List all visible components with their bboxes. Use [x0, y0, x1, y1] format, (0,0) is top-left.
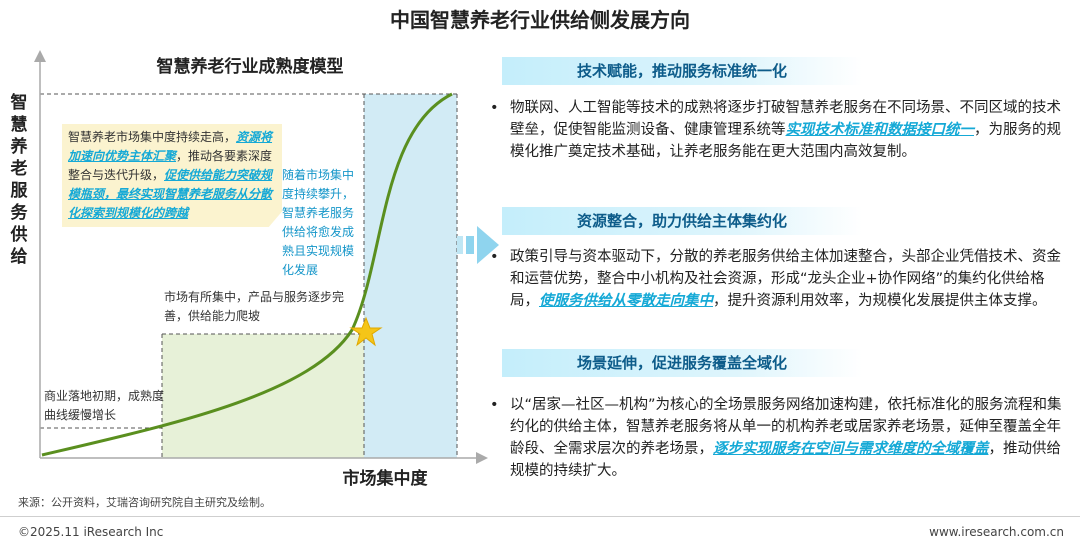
bullet-icon: •	[490, 397, 499, 413]
section-highlight: 使服务供给从零散走向集中	[539, 293, 713, 309]
section-text: ，为服务的规模化推广奠定技术基础，让养老服务能在更大范围内高效复制。	[510, 122, 1061, 160]
callout-highlight: 资源将加速向优势主体汇聚	[68, 130, 273, 163]
section-text: ，推动供给规模的持续扩大。	[510, 441, 1061, 479]
callout-highlight: 促使供给能力突破规模瓶颈，最终实现智慧养老服务从分散化探索到规模化的跨越	[68, 168, 273, 220]
section-highlight: 实现技术标准和数据接口统一	[785, 122, 975, 138]
guide-lines	[40, 93, 458, 458]
section-text: 物联网、人工智能等技术的成熟将逐步打破智慧养老服务在不同场景、不同区域的技术壁垒…	[510, 100, 1061, 138]
page-title: 中国智慧养老行业供给侧发展方向	[390, 8, 690, 32]
section-highlight: 逐步实现服务在空间与需求维度的全域覆盖	[713, 441, 989, 457]
section-text: 以“居家—社区—机构”为核心的全场景服务网络加速构建，依托标准化的服务流程和集约…	[510, 397, 1062, 457]
star-icon	[349, 316, 383, 347]
mature-zone	[364, 94, 457, 458]
footer-divider	[0, 516, 1080, 517]
source-note: 来源：公开资料，艾瑞咨询研究院自主研究及绘制。	[18, 496, 271, 509]
bullet-icon: •	[490, 249, 499, 265]
callout-early: 商业落地初期，成熟度曲线缓慢增长	[44, 389, 165, 422]
section-text: 政策引导与资本驱动下，分散的养老服务供给主体加速整合，头部企业凭借技术、资金和运…	[510, 249, 1061, 309]
callout-growth: 市场有所集中，产品与服务逐步完善，供给能力爬坡	[164, 290, 345, 323]
section-heading-resource: 资源整合，助力供给主体集约化	[502, 207, 862, 235]
y-axis-arrow	[34, 50, 46, 62]
section-text: ，提升资源利用效率，为规模化发展提供主体支撑。	[713, 293, 1047, 309]
bullet-icon: •	[490, 100, 499, 116]
maturity-curve	[41, 92, 453, 457]
x-axis-arrow	[476, 452, 488, 464]
callout-scale: 随着市场集中度持续攀升，智慧养老服务供给将愈发成熟且实现规模化发展	[282, 168, 355, 277]
copyright: ©2025.11 iResearch Inc	[18, 525, 164, 539]
x-axis-label: 市场集中度	[342, 469, 428, 489]
section-body-resource: • 政策引导与资本驱动下，分散的养老服务供给主体加速整合，头部企业凭借技术、资金…	[490, 246, 1066, 312]
website-link[interactable]: www.iresearch.com.cn	[929, 525, 1064, 539]
section-heading-scene: 场景延伸，促进服务覆盖全域化	[502, 349, 862, 377]
chart-title: 智慧养老行业成熟度模型	[156, 57, 344, 77]
maturity-chart	[34, 50, 488, 464]
callout-text: 智慧养老市场集中度持续走高，	[68, 130, 237, 144]
section-body-tech: • 物联网、人工智能等技术的成熟将逐步打破智慧养老服务在不同场景、不同区域的技术…	[490, 97, 1066, 163]
arrow-right-icon	[457, 226, 499, 264]
callout-maturity: 智慧养老市场集中度持续走高，资源将加速向优势主体汇聚，推动各要素深度整合与迭代升…	[62, 124, 282, 227]
callout-text: ，推动各要素深度整合与迭代升级，	[68, 149, 273, 182]
section-heading-tech: 技术赋能，推动服务标准统一化	[502, 57, 862, 85]
section-body-scene: • 以“居家—社区—机构”为核心的全场景服务网络加速构建，依托标准化的服务流程和…	[490, 394, 1066, 482]
y-axis-label: 智慧养老服务供给	[10, 93, 28, 267]
